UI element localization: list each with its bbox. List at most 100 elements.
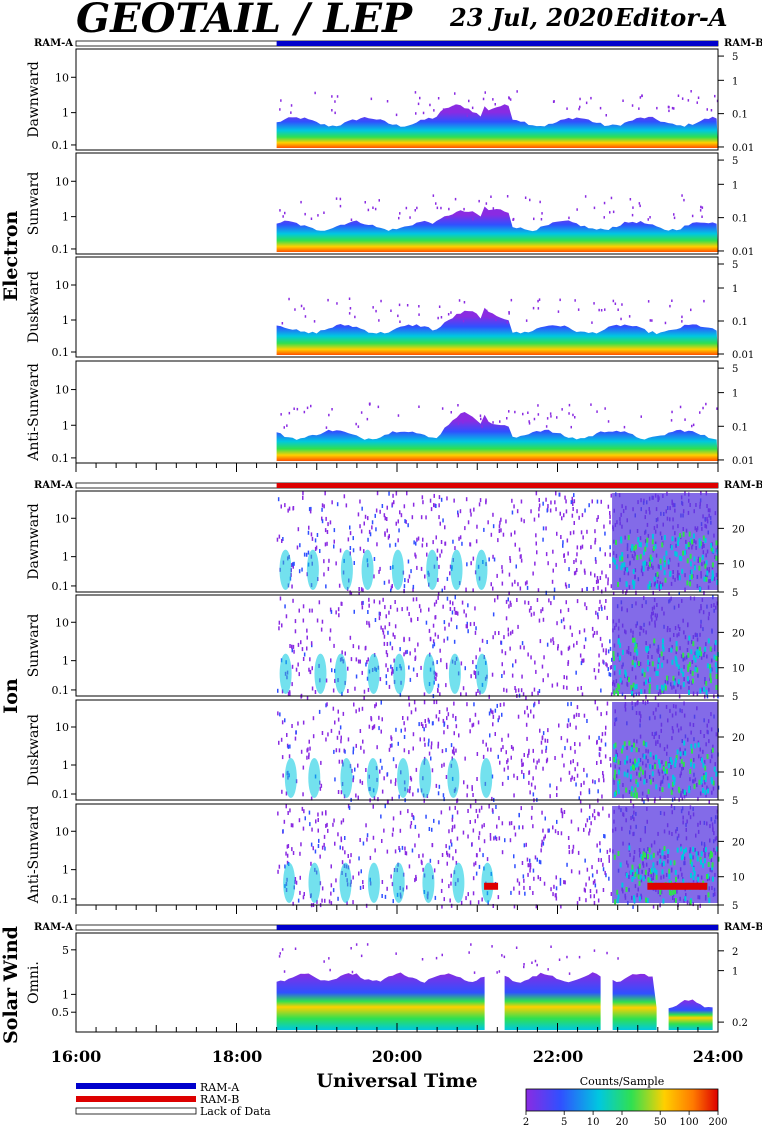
ion-flux-speckle [571,849,574,854]
ion-flux-speckle [500,747,502,752]
ion-flux-speckle [371,726,374,731]
ion-flux-speckle [413,540,415,545]
ion-flux-speckle [696,649,699,655]
left-axis-tick-label: 1 [62,107,69,120]
ion-flux-blob [306,549,319,590]
ion-flux-blob [279,653,292,694]
ion-flux-speckle [366,676,369,681]
flux-speckle [559,298,561,302]
ion-flux-speckle [453,731,455,736]
ion-flux-speckle [563,880,565,885]
ion-flux-speckle [391,796,393,801]
ion-flux-speckle [308,739,310,744]
ion-flux-speckle [392,632,394,637]
ion-flux-speckle [277,811,279,816]
ion-flux-speckle [579,799,582,804]
ion-flux-speckle [350,657,353,662]
ion-flux-speckle [302,826,305,831]
ion-flux-speckle [646,666,649,672]
right-axis-tick-label: 10 [732,873,745,884]
ion-flux-speckle [715,674,718,679]
ion-flux-speckle [368,603,370,608]
flux-speckle [598,308,600,312]
flux-speckle [533,417,536,421]
ion-flux-blob [475,549,488,590]
ion-flux-speckle [347,854,349,858]
ion-flux-speckle [589,894,592,899]
flux-speckle [574,299,576,302]
ion-flux-speckle [280,504,282,509]
ion-flux-speckle [713,766,716,772]
ion-flux-speckle [594,879,596,884]
ion-flux-speckle [704,789,707,795]
flux-speckle [677,94,680,97]
ion-flux-speckle [602,862,604,867]
ion-flux-speckle [300,842,302,847]
ion-flux-speckle [627,535,630,541]
flux-speckle [538,298,541,301]
ion-flux-speckle [332,706,335,711]
ion-flux-speckle [538,513,540,518]
ion-flux-speckle [404,519,406,524]
ion-flux-speckle [387,667,389,672]
ion-flux-speckle [352,746,355,751]
ion-flux-speckle [566,675,568,680]
ion-flux-speckle [702,535,705,541]
ion-flux-speckle [668,890,671,895]
ion-flux-speckle [631,876,634,882]
ion-flux-speckle [382,597,384,602]
ion-flux-speckle [692,902,694,907]
ion-flux-speckle [597,811,599,816]
ion-flux-speckle [445,662,448,667]
ion-flux-blob [447,758,460,798]
ion-flux-speckle [281,755,284,760]
ion-flux-speckle [286,853,289,858]
ion-flux-speckle [433,700,435,705]
flux-speckle [360,411,363,414]
ion-flux-speckle [684,896,687,902]
ion-flux-speckle [527,652,529,657]
flux-speckle [397,314,399,318]
ion-flux-speckle [392,816,395,821]
panel-label: Duskward [26,714,42,786]
ion-flux-speckle [499,760,501,765]
ion-flux-speckle [510,745,513,749]
ion-flux-speckle [605,662,607,667]
ion-flux-speckle [438,710,441,714]
ion-flux-speckle [659,558,662,564]
electron-flux-band [276,412,718,461]
ion-flux-speckle [555,562,557,567]
ion-flux-speckle [704,563,707,569]
ion-flux-speckle [522,874,525,879]
ion-flux-speckle [656,571,659,577]
ion-flux-speckle [694,666,697,672]
ion-flux-speckle [567,702,569,707]
flux-speckle [372,206,374,209]
ion-flux-speckle [359,779,361,784]
flux-speckle [357,425,360,428]
ion-flux-speckle [548,828,550,833]
ion-flux-speckle [542,678,544,683]
right-axis-tick-label: 10 [732,560,745,571]
ion-flux-speckle [374,848,376,853]
ion-flux-speckle [309,669,311,674]
ion-flux-speckle [472,891,475,896]
time-tick-label: 16:00 [51,1047,101,1066]
ion-flux-speckle [477,720,480,725]
ion-flux-speckle [321,503,324,508]
ion-flux-speckle [615,539,617,545]
ion-flux-speckle [589,828,591,833]
ion-flux-speckle [664,577,667,583]
ion-flux-speckle [455,716,457,720]
ion-flux-speckle [446,861,448,866]
ion-flux-speckle [317,828,319,833]
ion-flux-speckle [635,590,637,595]
ion-flux-speckle [676,847,679,853]
ion-flux-speckle [711,862,714,868]
ion-flux-speckle [437,683,440,688]
ion-flux-speckle [410,777,413,782]
ion-flux-speckle [278,534,281,539]
ion-flux-speckle [683,740,686,746]
ion-flux-speckle [651,867,653,873]
ion-flux-speckle [339,845,341,850]
